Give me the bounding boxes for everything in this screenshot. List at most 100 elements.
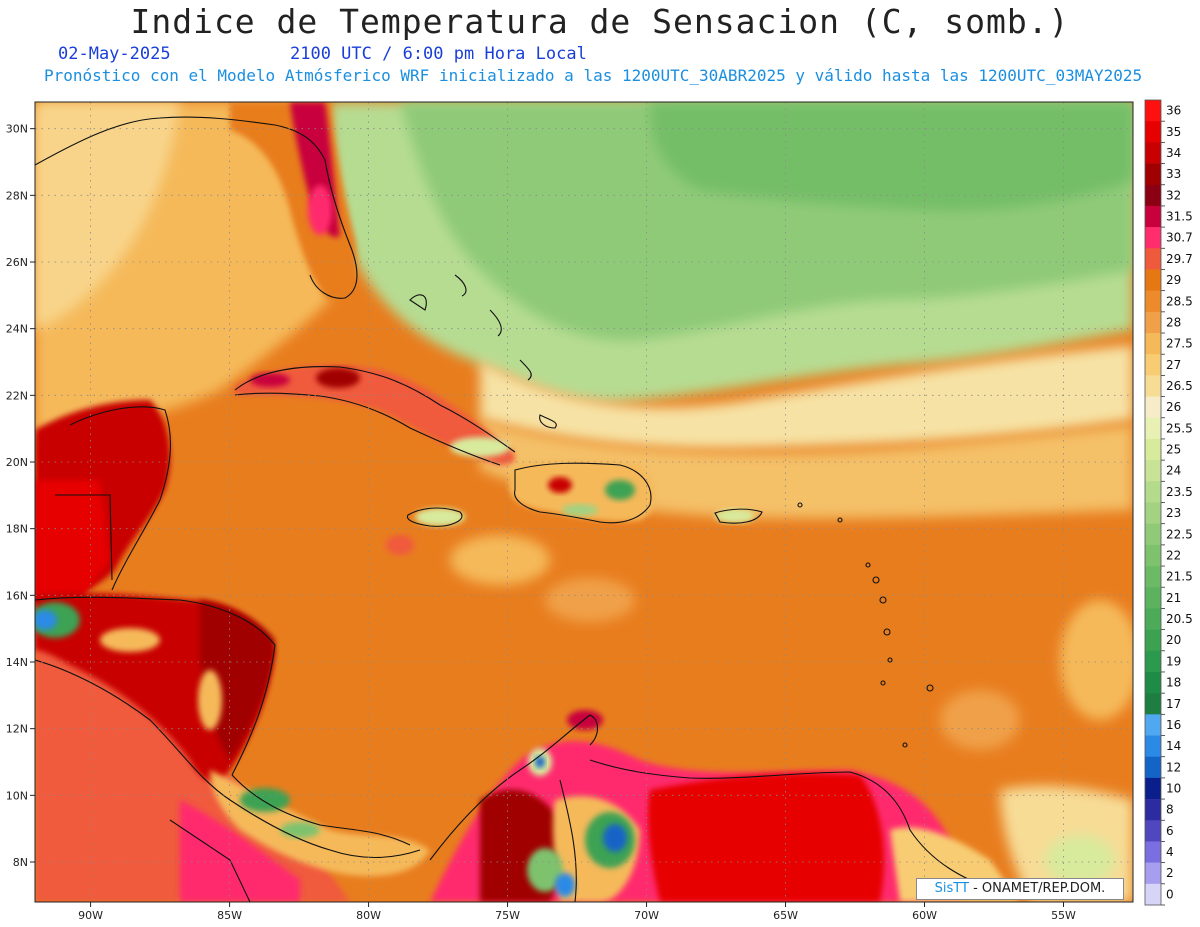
colorbar-swatch — [1145, 650, 1161, 673]
colorbar-label: 18 — [1166, 676, 1181, 690]
colorbar-swatch — [1145, 311, 1161, 334]
temperature-field — [35, 102, 1133, 902]
border-line — [55, 494, 113, 581]
lat-tick-label: 10N — [6, 789, 28, 802]
forecast-info: Pronóstico con el Modelo Atmósferico WRF… — [44, 66, 1143, 85]
graticule — [35, 102, 1133, 902]
colorbar-label: 30.7 — [1166, 231, 1193, 245]
color-scale-legend: 363534333231.530.729.72928.52827.52726.5… — [1144, 99, 1193, 906]
latitude-axis: 8N 10N 12N 14N 16N 18N 20N 22N 24N 26N 28N 30N — [6, 123, 35, 869]
atlantic-cooler-field — [650, 102, 1133, 211]
hispaniola-field — [509, 460, 655, 522]
colorbar-swatch — [1145, 544, 1161, 567]
colorbar-label: 23.5 — [1166, 485, 1193, 499]
colorbar-label: 32 — [1166, 188, 1181, 202]
colorbar-swatch — [1145, 333, 1161, 355]
lat-tick-label: 14N — [6, 656, 28, 669]
map-frame — [34, 101, 1134, 903]
colombia-coast — [429, 714, 599, 861]
pacific-coast — [35, 659, 421, 859]
lat-tick-label: 22N — [6, 389, 28, 402]
lon-tick-label: 65W — [773, 909, 798, 922]
credit-text: - ONAMET/REP.DOM. — [968, 881, 1106, 896]
cuba-field — [235, 365, 515, 465]
colorbar-swatch — [1145, 841, 1161, 863]
colorbar-label: 26 — [1166, 400, 1181, 414]
lon-tick-label: 55W — [1051, 909, 1076, 922]
colorbar-label: 25 — [1166, 443, 1181, 457]
colorbar-swatch — [1145, 163, 1161, 186]
colorbar-label: 25.5 — [1166, 421, 1193, 435]
colorbar-label: 26.5 — [1166, 379, 1193, 393]
credit-brand: SisTT — [934, 881, 969, 896]
lat-tick-label: 24N — [6, 323, 28, 336]
hispaniola-coast — [514, 462, 652, 524]
colorbar-swatch — [1145, 608, 1161, 630]
colorbar-label: 35 — [1166, 125, 1181, 139]
lat-tick-label: 12N — [6, 723, 28, 736]
colorbar-swatch — [1145, 121, 1161, 143]
transition-band — [480, 345, 1133, 449]
colorbar-swatch — [1145, 502, 1161, 524]
colorbar-swatch — [1145, 883, 1161, 906]
cuba-south-coast — [234, 392, 501, 466]
colorbar-swatch — [1145, 862, 1161, 885]
longitude-axis: 90W 85W 80W 75W 70W 65W 60W 55W — [78, 902, 1076, 922]
lat-tick-label: 8N — [13, 856, 28, 869]
colorbar-swatch — [1145, 269, 1161, 291]
colorbar-swatch — [1145, 290, 1161, 313]
lon-tick-label: 60W — [912, 909, 937, 922]
lon-tick-label: 70W — [634, 909, 659, 922]
colorbar-swatch — [1145, 184, 1161, 207]
colorbar-swatch — [1145, 248, 1161, 270]
colorbar-label: 0 — [1166, 887, 1174, 901]
gulf-north-field — [35, 102, 180, 330]
colorbar-label: 29 — [1166, 273, 1181, 287]
puerto-rico-field — [715, 509, 755, 523]
venezuela-coast — [589, 759, 1011, 896]
colorbar-swatch — [1145, 777, 1161, 800]
colorbar-swatch — [1145, 523, 1161, 546]
colorbar-swatch — [1145, 417, 1161, 440]
colorbar-label: 6 — [1166, 824, 1174, 838]
colorbar-label: 14 — [1166, 739, 1181, 753]
panama-coast — [231, 774, 411, 846]
colorbar-swatch — [1145, 227, 1161, 249]
colorbar-label: 27.5 — [1166, 337, 1193, 351]
colorbar-label: 22 — [1166, 548, 1181, 562]
honduras-coast — [35, 596, 276, 776]
colorbar-swatch — [1145, 438, 1161, 461]
lat-tick-label: 18N — [6, 523, 28, 536]
colorbar-label: 36 — [1166, 104, 1181, 118]
colorbar-label: 20 — [1166, 633, 1181, 647]
jamaica-field — [415, 508, 465, 526]
colorbar-swatch — [1145, 375, 1161, 397]
lon-tick-label: 75W — [495, 909, 520, 922]
credit-box: SisTT - ONAMET/REP.DOM. — [916, 878, 1124, 900]
lat-tick-label: 28N — [6, 189, 28, 202]
colorbar-label: 20.5 — [1166, 612, 1193, 626]
lat-tick-label: 16N — [6, 589, 28, 602]
colorbar-label: 12 — [1166, 760, 1181, 774]
colorbar-label: 19 — [1166, 654, 1181, 668]
colorbar-swatch — [1145, 756, 1161, 779]
colorbar-swatch — [1145, 460, 1161, 482]
coastlines — [35, 116, 1011, 902]
valid-time: 2100 UTC / 6:00 pm Hora Local — [290, 44, 587, 64]
colorbar-label: 4 — [1166, 845, 1174, 859]
puerto-rico-coast — [714, 508, 763, 524]
colorbar-label: 33 — [1166, 167, 1181, 181]
colorbar-swatch — [1145, 354, 1161, 376]
colorbar-label: 28 — [1166, 315, 1181, 329]
panama-field — [210, 770, 430, 877]
yucatan-coast — [69, 406, 171, 591]
colorbar-label: 21 — [1166, 591, 1181, 605]
colorbar-label: 34 — [1166, 146, 1181, 160]
colorbar-label: 17 — [1166, 697, 1181, 711]
colorbar-swatch — [1145, 671, 1161, 694]
map-title: Indice de Temperatura de Sensacion (C, s… — [130, 2, 1070, 41]
colorbar-label: 29.7 — [1166, 252, 1193, 266]
colorbar-swatch — [1145, 714, 1161, 736]
colorbar-swatch — [1145, 629, 1161, 652]
